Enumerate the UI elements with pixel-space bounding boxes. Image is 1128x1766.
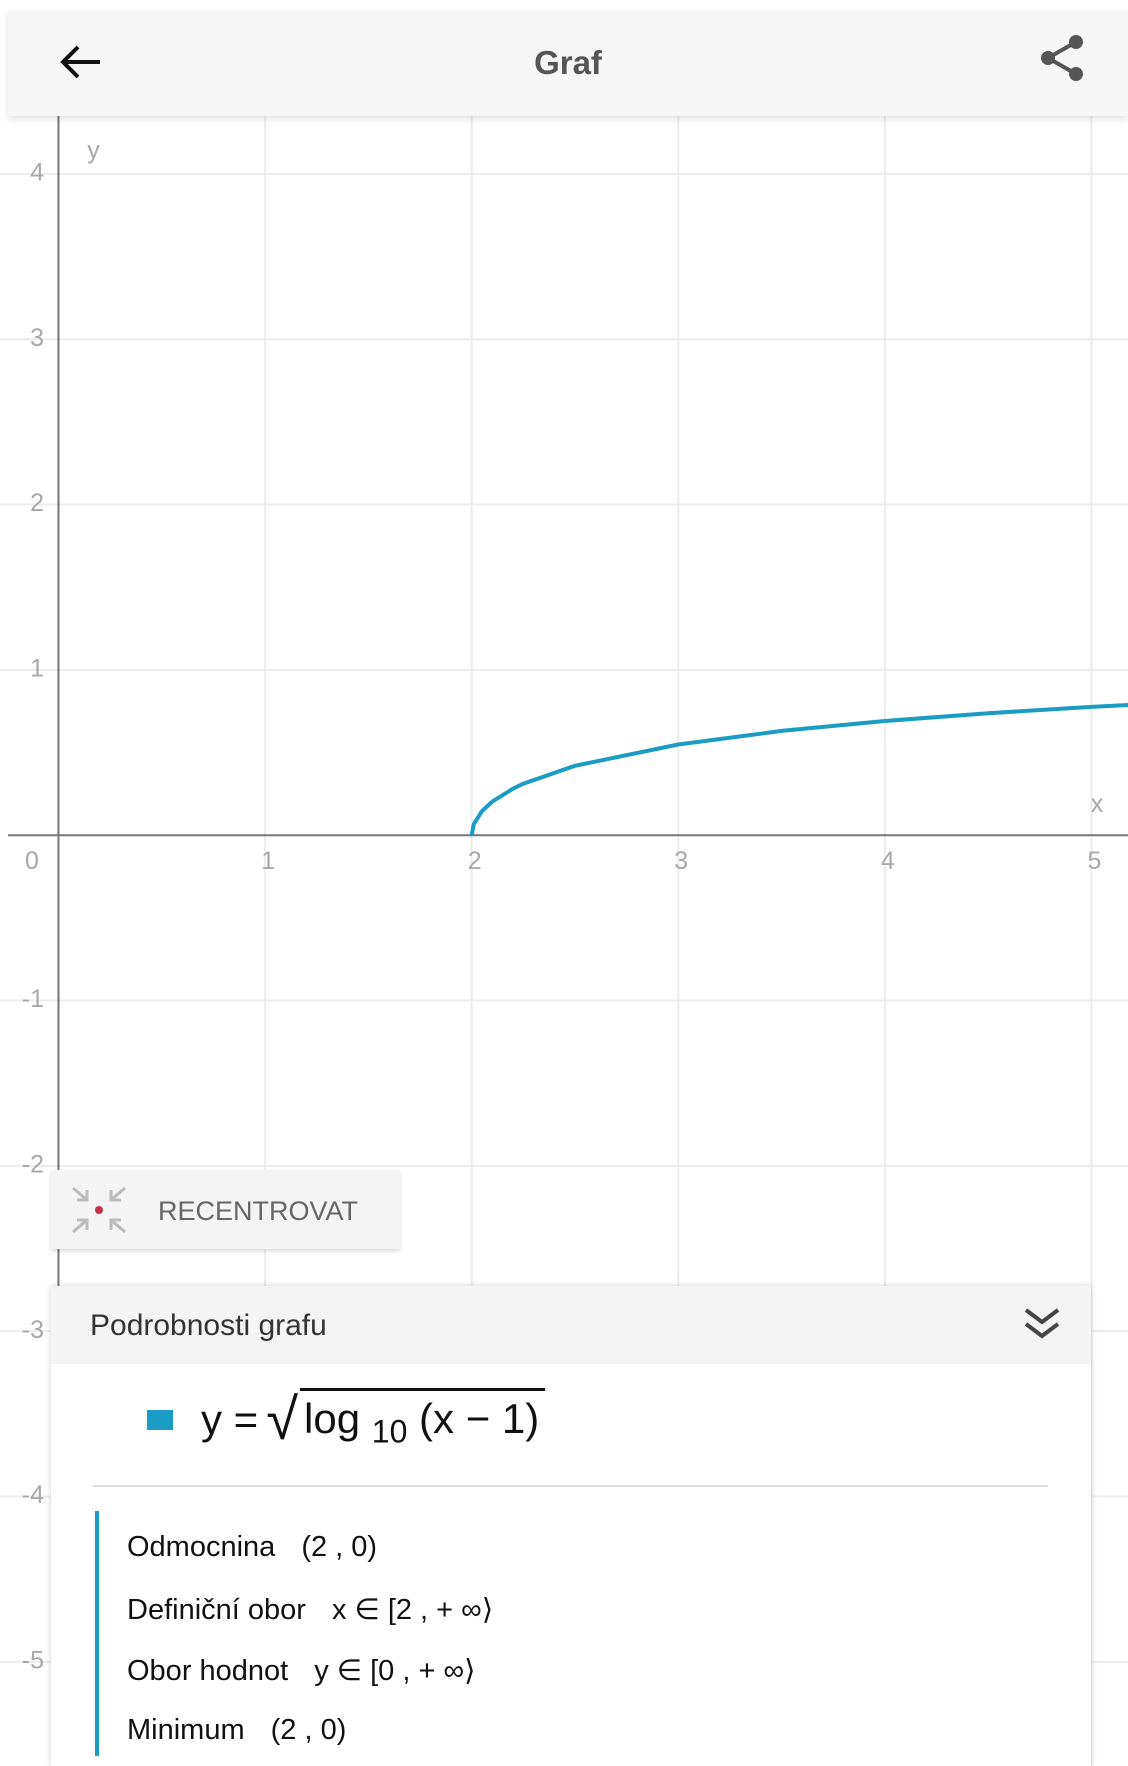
detail-value: x ∈ [2 , + ∞⟩ (331, 1594, 494, 1626)
equation-base: 10 (371, 1413, 408, 1450)
curve-layer (469, 702, 1128, 836)
radicand: log 10 (x − 1) (300, 1388, 546, 1450)
divider (93, 1485, 1048, 1487)
labels: 0 1 2 3 4 5 -5 -4 -3 -2 -1 1 2 3 4 x y (22, 137, 1104, 1675)
y-axis-label: y (87, 137, 100, 165)
series-swatch (147, 1409, 173, 1430)
y-tick-label: 3 (30, 324, 44, 352)
top-bar: Graf (8, 10, 1128, 116)
detail-row: Obor hodnot y ∈ [0 , + ∞⟩ (127, 1653, 475, 1688)
panel-header[interactable]: Podrobnosti grafu (51, 1286, 1091, 1364)
x-tick-label: 4 (881, 847, 895, 875)
panel-title: Podrobnosti grafu (90, 1309, 327, 1342)
grid (0, 116, 1128, 1766)
y-tick-label: -3 (22, 1316, 44, 1344)
y-tick-label: 4 (30, 158, 44, 186)
x-tick-label: 3 (674, 847, 688, 875)
equation: y = √ log 10 (x − 1) (147, 1386, 546, 1453)
detail-value: (2 , 0) (270, 1714, 347, 1746)
detail-label: Minimum (127, 1714, 245, 1746)
detail-row: Definiční obor x ∈ [2 , + ∞⟩ (127, 1592, 493, 1627)
share-button[interactable] (1036, 32, 1088, 84)
radical-sign: √ (266, 1387, 299, 1452)
x-tick-label: 2 (468, 847, 482, 875)
accent-bar (95, 1511, 99, 1756)
y-tick-label: 2 (30, 489, 44, 517)
recenter-label: RECENTROVAT (158, 1196, 359, 1226)
detail-row: Minimum (2 , 0) (127, 1714, 346, 1747)
details-panel: Podrobnosti grafu y = √ log 10 (x − 1) O… (51, 1286, 1091, 1766)
x-axis-label: x (1091, 790, 1104, 818)
function-curve (469, 702, 1128, 836)
equation-func: log (304, 1395, 361, 1443)
detail-label: Odmocnina (127, 1531, 276, 1563)
title: Graf (534, 44, 602, 81)
x-tick-label: 5 (1087, 847, 1101, 875)
equation-arg: (x − 1) (419, 1395, 540, 1443)
recenter-button[interactable]: RECENTROVAT (51, 1170, 400, 1249)
y-tick-label: 1 (30, 654, 44, 682)
y-tick-label: -5 (22, 1646, 44, 1674)
y-tick-label: -4 (22, 1481, 44, 1509)
x-tick-label: 1 (261, 847, 275, 875)
detail-label: Obor hodnot (127, 1655, 289, 1687)
collapse-icon[interactable] (1022, 1304, 1062, 1344)
detail-value: y ∈ [0 , + ∞⟩ (314, 1655, 476, 1687)
detail-label: Definiční obor (127, 1594, 306, 1626)
x-tick-label: 0 (25, 847, 39, 875)
detail-row: Odmocnina (2 , 0) (127, 1531, 377, 1564)
y-tick-label: -1 (22, 985, 44, 1013)
recenter-icon (72, 1186, 126, 1234)
equation-lhs: y = (201, 1395, 259, 1443)
y-tick-label: -2 (22, 1150, 44, 1178)
detail-value: (2 , 0) (301, 1531, 378, 1563)
back-button[interactable] (58, 44, 102, 80)
